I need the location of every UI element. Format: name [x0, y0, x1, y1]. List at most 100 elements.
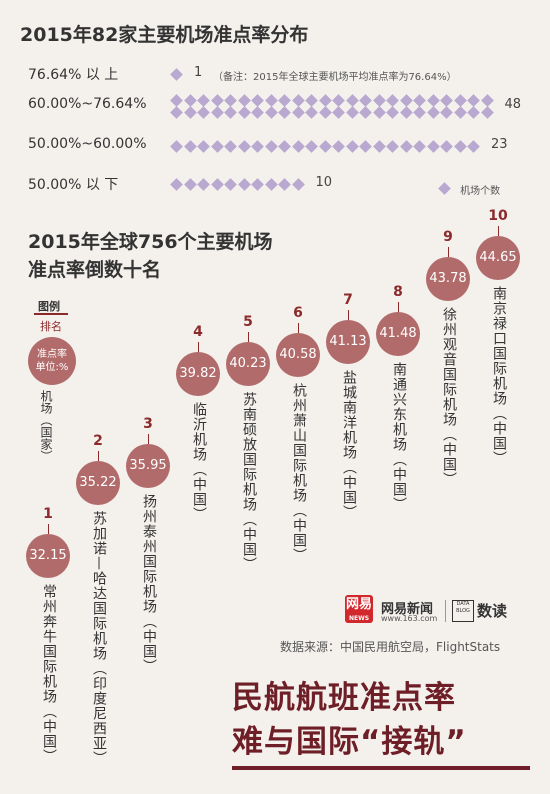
distribution-diamond — [359, 94, 372, 107]
legend-divider — [34, 313, 68, 315]
distribution-diamond — [413, 106, 426, 119]
page-title: 2015年82家主要机场准点率分布 — [20, 24, 309, 46]
distribution-diamond — [318, 106, 332, 119]
rate-bubble: 44.65 — [476, 236, 520, 281]
rate-bubble: 35.95 — [126, 443, 170, 488]
rank-number: 3 — [143, 415, 153, 432]
rate-bubble: 40.23 — [226, 341, 270, 386]
distribution-diamond — [332, 106, 345, 119]
ranking-title-line1: 2015年全球756个主要机场 — [28, 231, 273, 253]
distribution-diamond — [251, 178, 264, 191]
distribution-diamond — [197, 178, 210, 191]
rank-stem — [498, 226, 499, 237]
distribution-diamond — [345, 140, 359, 153]
airport-name: 杭州萧山国际机场（中国） — [291, 383, 307, 564]
distribution-diamond — [440, 94, 453, 107]
distribution-diamond — [224, 178, 237, 191]
distribution-row-label: 76.64% 以 上 — [28, 67, 119, 83]
distribution-diamond — [291, 106, 305, 119]
distribution-diamond — [197, 94, 210, 107]
legend-rank: 排名 — [40, 320, 62, 333]
distribution-diamond — [237, 178, 251, 191]
rank-stem — [48, 524, 49, 535]
distribution-legend: 机场个数 — [438, 179, 500, 198]
airport-name: 南通兴东机场（中国） — [391, 361, 407, 512]
legend-diamond-icon — [438, 182, 451, 195]
rank-number: 9 — [443, 229, 453, 246]
distribution-diamond — [170, 140, 183, 153]
distribution-diamond — [278, 178, 291, 191]
rate-bubble: 40.58 — [276, 333, 320, 378]
legend-bubble-line1: 准点率 — [37, 349, 67, 360]
distribution-diamond — [386, 140, 399, 153]
distribution-diamond — [264, 140, 278, 153]
rank-stem — [298, 323, 299, 334]
rank-number: 1 — [43, 506, 53, 523]
distribution-diamond — [197, 106, 210, 119]
distribution-diamond — [224, 106, 237, 119]
legend-bubble: 准点率 单位:% — [28, 337, 76, 385]
distribution-diamond — [170, 94, 183, 107]
distribution-row-count: 1 — [194, 65, 203, 80]
distribution-diamond — [170, 178, 183, 191]
distribution-diamond — [305, 94, 318, 107]
distribution-row-label: 50.00%~60.00% — [28, 136, 147, 152]
data-blog-label: 数读 — [477, 602, 508, 620]
distribution-diamond — [467, 106, 480, 119]
distribution-diamond — [399, 106, 413, 119]
headline-underline — [232, 766, 530, 770]
distribution-diamond — [426, 140, 440, 153]
distribution-diamond — [251, 140, 264, 153]
distribution-diamond — [467, 94, 480, 107]
airport-name: 徐州观音国际机场（中国） — [441, 307, 457, 488]
brand-name: 网易新闻 — [381, 602, 434, 617]
headline-line2: 难与国际“接轨” — [232, 724, 467, 760]
distribution-diamond — [183, 178, 197, 191]
distribution-diamond — [183, 140, 197, 153]
data-blog-icon: DATA BLOG — [452, 600, 474, 622]
distribution-diamond — [467, 140, 480, 153]
brand-url: www.163.com — [381, 614, 438, 623]
distribution-row-count: 10 — [315, 175, 333, 190]
distribution-diamond — [386, 94, 399, 107]
headline-line1: 民航航班准点率 — [232, 680, 456, 716]
rank-stem — [398, 301, 399, 312]
distribution-row-count: 48 — [504, 97, 522, 112]
rate-bubble: 35.22 — [76, 461, 120, 506]
distribution-diamond — [224, 94, 237, 107]
rate-bubble: 32.15 — [26, 534, 70, 579]
distribution-diamond — [278, 140, 291, 153]
distribution-diamond — [210, 178, 224, 191]
brand-separator — [445, 600, 446, 622]
rank-number: 2 — [93, 433, 103, 450]
airport-name: 临沂机场（中国） — [191, 401, 207, 522]
rank-number: 8 — [393, 283, 403, 300]
distribution-diamond — [170, 68, 183, 81]
distribution-diamond — [440, 106, 453, 119]
distribution-diamond — [305, 106, 318, 119]
ranking-title-line2: 准点率倒数十名 — [28, 259, 162, 281]
distribution-diamond — [170, 106, 183, 119]
distribution-diamond — [332, 94, 345, 107]
distribution-diamond — [291, 140, 305, 153]
distribution-diamond — [440, 140, 453, 153]
rate-bubble: 41.13 — [326, 320, 370, 365]
data-source: 数据来源：中国民用航空局，FlightStats — [280, 640, 501, 654]
distribution-diamond — [413, 140, 426, 153]
rank-number: 7 — [343, 292, 353, 309]
rank-number: 6 — [293, 305, 303, 322]
distribution-diamond — [305, 140, 318, 153]
distribution-row-label: 60.00%~76.64% — [28, 96, 147, 112]
distribution-diamond — [453, 106, 467, 119]
airport-name: 常州奔牛国际机场（中国） — [41, 584, 57, 765]
airport-name: 南京禄口国际机场（中国） — [491, 286, 507, 467]
distribution-diamond — [264, 178, 278, 191]
distribution-diamond — [332, 140, 345, 153]
legend-title: 图例 — [38, 300, 60, 313]
logo-sub: NEWS — [348, 615, 370, 622]
distribution-note: （备注：2015年全球主要机场平均准点率为76.64%） — [213, 72, 457, 83]
distribution-row-label: 50.00% 以 下 — [28, 177, 119, 193]
distribution-diamond — [291, 178, 305, 191]
rate-bubble: 39.82 — [176, 351, 220, 396]
rank-stem — [248, 331, 249, 342]
